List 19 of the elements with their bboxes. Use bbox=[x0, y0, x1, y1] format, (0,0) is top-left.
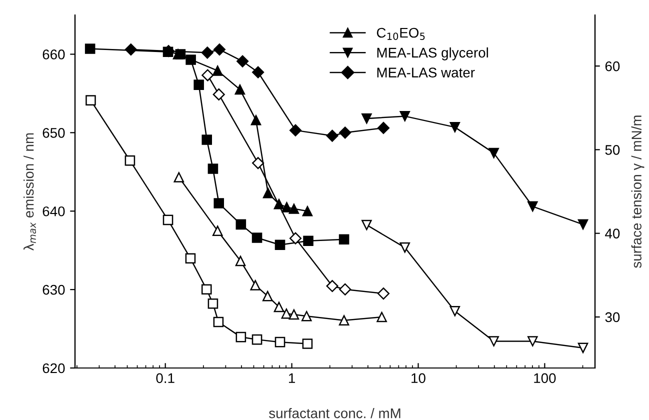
y-tick-label: 620 bbox=[42, 363, 65, 374]
y2-tick-label: 60 bbox=[605, 61, 620, 72]
y-tick-label: 630 bbox=[42, 284, 65, 295]
y-tick-label: 640 bbox=[42, 206, 65, 216]
y2-tick-label: 30 bbox=[605, 312, 620, 322]
legend-label: MEA-LAS glycerol bbox=[377, 47, 488, 60]
y-tick-label: 650 bbox=[42, 128, 65, 138]
y-tick-label: 660 bbox=[42, 50, 65, 60]
y-axis-title: λ$_{max}$ emission / nm bbox=[24, 133, 36, 250]
x-tick-label: 0.1 bbox=[156, 373, 174, 384]
y2-tick-label: 40 bbox=[605, 228, 620, 238]
legend-label: C$_{10}$EO$_{5}$ bbox=[376, 28, 425, 40]
x-axis-title: surfactant conc. / mM bbox=[269, 408, 400, 418]
x-tick-label: 10 bbox=[412, 373, 426, 384]
x-tick-label: 1 bbox=[288, 373, 295, 383]
legend-label: MEA-LAS water bbox=[377, 68, 475, 78]
y2-tick-label: 50 bbox=[605, 145, 620, 155]
x-tick-label: 100 bbox=[534, 373, 556, 384]
y2-axis-title: surface tension γ / mN/m bbox=[631, 116, 644, 268]
